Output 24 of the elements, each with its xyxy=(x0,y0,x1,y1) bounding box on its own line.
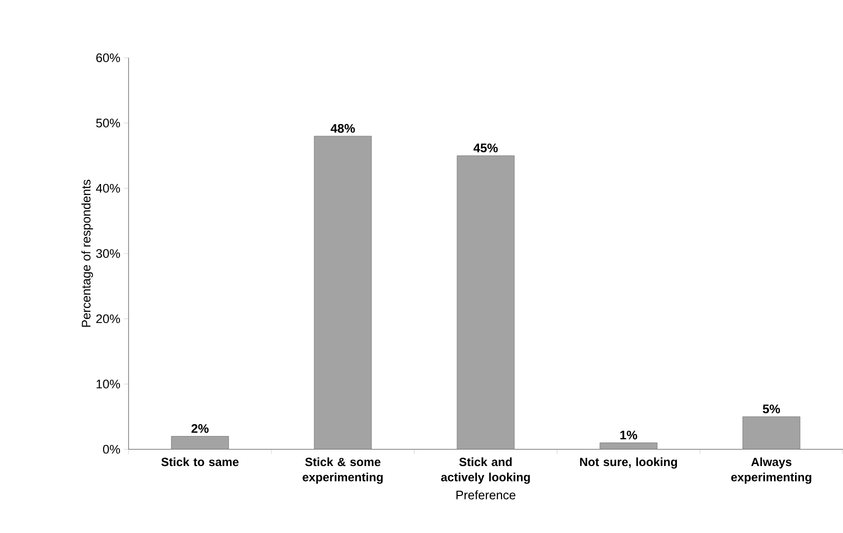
y-tick-label: 40% xyxy=(96,184,120,193)
data-label: 48% xyxy=(330,124,355,133)
bar xyxy=(456,156,515,450)
y-tick-label: 10% xyxy=(96,380,120,389)
y-tick-label: 50% xyxy=(96,118,120,128)
data-label: 5% xyxy=(762,404,780,414)
data-label: 2% xyxy=(191,424,209,433)
x-tick-label: Stick and actively looking xyxy=(441,458,530,484)
y-tick-label: 20% xyxy=(96,314,120,324)
data-label: 45% xyxy=(474,144,498,152)
x-tick-label: Not sure, looking xyxy=(580,458,677,469)
x-tick-label: Stick & some experimenting xyxy=(302,458,383,484)
x-tick-label: Stick to same xyxy=(161,458,239,466)
y-tick-label: 30% xyxy=(96,249,120,258)
y-tick-label: 0% xyxy=(103,445,120,454)
data-label: 1% xyxy=(620,430,638,440)
x-tick-label: Always experimenting xyxy=(731,458,812,484)
bar xyxy=(600,442,658,450)
y-axis-title: Percentage of respondents xyxy=(81,180,93,327)
x-axis-title: Preference xyxy=(456,490,516,500)
bar xyxy=(314,136,372,450)
y-tick-label: 60% xyxy=(96,54,120,62)
bar xyxy=(171,436,229,450)
bar xyxy=(742,416,800,450)
